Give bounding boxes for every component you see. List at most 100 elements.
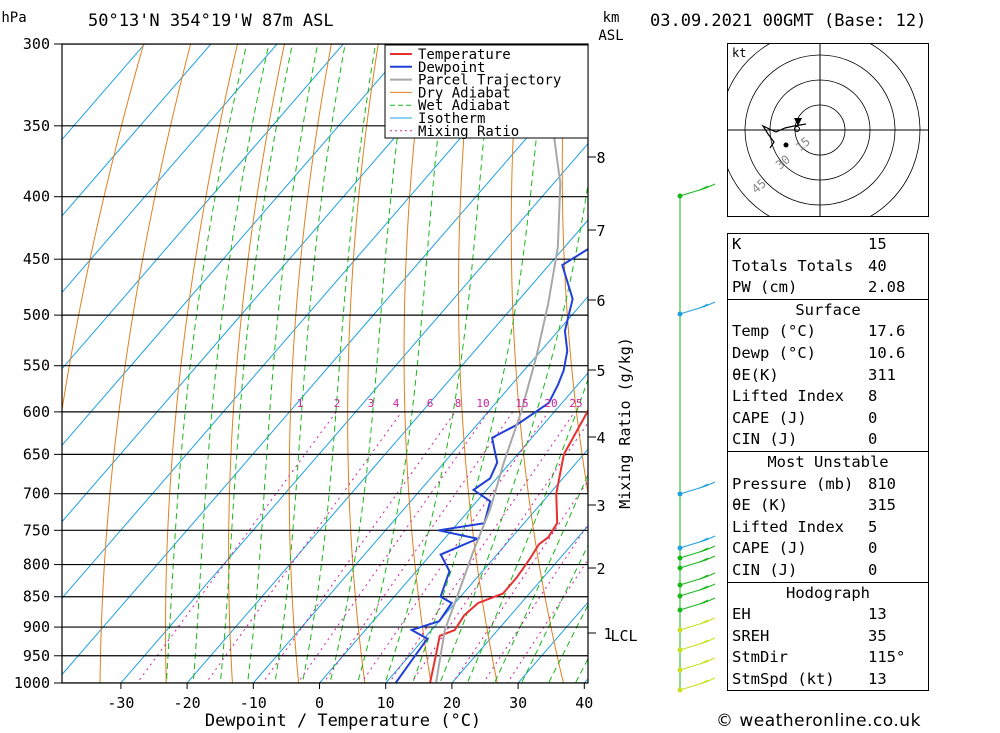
asl-unit-label: ASL bbox=[598, 28, 623, 44]
row-value: 5 bbox=[868, 517, 878, 536]
row-label: StmSpd (kt) bbox=[732, 669, 835, 688]
wind-barb-flag bbox=[705, 597, 716, 603]
mixing-ratio-label: 2 bbox=[334, 397, 341, 410]
pressure-tick-label: 700 bbox=[23, 485, 50, 503]
wind-barb-flag bbox=[705, 555, 716, 561]
row-label: Lifted Index bbox=[732, 517, 844, 536]
wind-barb-flag bbox=[705, 617, 716, 623]
pressure-tick-label: 350 bbox=[23, 117, 50, 135]
isotherm-line bbox=[186, 219, 588, 683]
section-header: Surface bbox=[728, 298, 928, 322]
isotherm-line bbox=[62, 44, 146, 141]
wind-barb-flag bbox=[699, 303, 709, 309]
mixing-ratio-line bbox=[136, 411, 337, 683]
row-label: Lifted Index bbox=[732, 387, 844, 406]
wind-barb-flag bbox=[705, 183, 716, 189]
row-label: PW (cm) bbox=[732, 278, 798, 297]
isotherm-line bbox=[62, 44, 411, 447]
wind-barb-flag bbox=[705, 535, 716, 541]
temperature-profile bbox=[429, 408, 588, 683]
pressure-tick-label: 450 bbox=[23, 250, 50, 268]
wet-adiabat-line bbox=[411, 44, 546, 683]
table-row: PW (cm) 2.08 bbox=[728, 277, 928, 299]
wind-barb-flag bbox=[699, 679, 709, 685]
row-value: 40 bbox=[868, 256, 887, 275]
km-tick-label: 2 bbox=[596, 560, 605, 578]
hodograph-panel: kt 15 30 45 bbox=[727, 43, 929, 217]
mixing-ratio-label: 4 bbox=[393, 397, 400, 410]
plot-area bbox=[62, 0, 1000, 709]
plot-frame bbox=[61, 43, 589, 684]
hpa-unit-label: hPa bbox=[1, 10, 26, 26]
legend-label: Dry Adiabat bbox=[418, 85, 511, 101]
mixing-ratio-line bbox=[205, 411, 403, 683]
wind-barb-flag bbox=[705, 481, 716, 487]
table-row: CIN (J) 0 bbox=[728, 429, 928, 451]
temp-tick-label: 10 bbox=[377, 694, 395, 712]
table-row: Totals Totals 40 bbox=[728, 256, 928, 278]
isotherm-line bbox=[318, 372, 588, 683]
section-header: Hodograph bbox=[728, 581, 928, 605]
km-tick-label: 4 bbox=[596, 429, 605, 447]
wet-adiabat-line bbox=[520, 544, 588, 683]
row-value: 8 bbox=[868, 387, 878, 406]
mixing-ratio-label: 15 bbox=[515, 397, 528, 410]
row-value: 17.6 bbox=[868, 322, 906, 341]
pressure-tick-label: 850 bbox=[23, 588, 50, 606]
isotherm-line bbox=[62, 66, 588, 676]
dry-adiabat-line bbox=[99, 44, 192, 683]
dry-adiabat-line bbox=[974, 0, 1000, 709]
wind-barb-flag bbox=[699, 574, 709, 580]
isotherm-line bbox=[62, 44, 344, 370]
hodograph-unit-label: kt bbox=[732, 46, 746, 60]
pressure-tick-label: 1000 bbox=[14, 674, 50, 692]
mixing-ratio-line bbox=[410, 421, 588, 683]
km-tick-label: 1 bbox=[603, 625, 612, 643]
lcl-label: LCL bbox=[610, 627, 637, 645]
wind-barb-flag bbox=[699, 557, 709, 563]
table-row: Lifted Index 5 bbox=[728, 517, 928, 539]
wet-adiabat-line bbox=[247, 44, 319, 683]
wind-barb-flag bbox=[699, 599, 709, 605]
row-label: CAPE (J) bbox=[732, 539, 807, 558]
row-label: Pressure (mb) bbox=[732, 474, 854, 493]
table-row: CAPE (J) 0 bbox=[728, 408, 928, 430]
mixing-ratio-line bbox=[297, 411, 489, 683]
parcel-trajectory bbox=[435, 44, 562, 683]
dry-adiabat-line bbox=[288, 44, 332, 683]
mixing-ratio-line bbox=[262, 411, 456, 683]
km-unit-label: km bbox=[603, 10, 620, 26]
km-tick-label: 5 bbox=[596, 362, 605, 380]
wet-adiabat-line bbox=[274, 44, 346, 683]
row-label: StmDir bbox=[732, 648, 788, 667]
wet-adiabat-line bbox=[301, 44, 377, 683]
wind-barb-flag bbox=[705, 677, 716, 683]
pressure-tick-label: 300 bbox=[23, 35, 50, 53]
row-value: 13 bbox=[868, 605, 887, 624]
dry-adiabat-line bbox=[930, 0, 1000, 709]
dewpoint-profile bbox=[394, 247, 588, 683]
row-label: Totals Totals bbox=[732, 256, 854, 275]
table-row: SREH 35 bbox=[728, 626, 928, 648]
isotherm-line bbox=[62, 44, 278, 294]
table-row: Lifted Index 8 bbox=[728, 386, 928, 408]
row-label: CAPE (J) bbox=[732, 408, 807, 427]
pressure-tick-label: 550 bbox=[23, 357, 50, 375]
row-value: 15 bbox=[868, 235, 887, 253]
isotherm-line bbox=[252, 295, 588, 683]
table-row: Temp (°C) 17.6 bbox=[728, 321, 928, 343]
storm-motion-marker bbox=[794, 118, 802, 126]
hodograph-ring-label: 30 bbox=[773, 152, 793, 172]
wind-barb-flag bbox=[705, 657, 716, 663]
wind-barb-flag bbox=[705, 545, 716, 551]
table-row: StmDir 115° bbox=[728, 647, 928, 669]
mixing-ratio-label: 25 bbox=[569, 397, 582, 410]
wind-barb-flag bbox=[699, 619, 709, 625]
temp-tick-label: 20 bbox=[443, 694, 461, 712]
mixing-ratio-line bbox=[360, 411, 549, 683]
row-value: 810 bbox=[868, 474, 896, 493]
row-label: K bbox=[732, 235, 742, 253]
km-tick-label: 3 bbox=[596, 497, 605, 515]
